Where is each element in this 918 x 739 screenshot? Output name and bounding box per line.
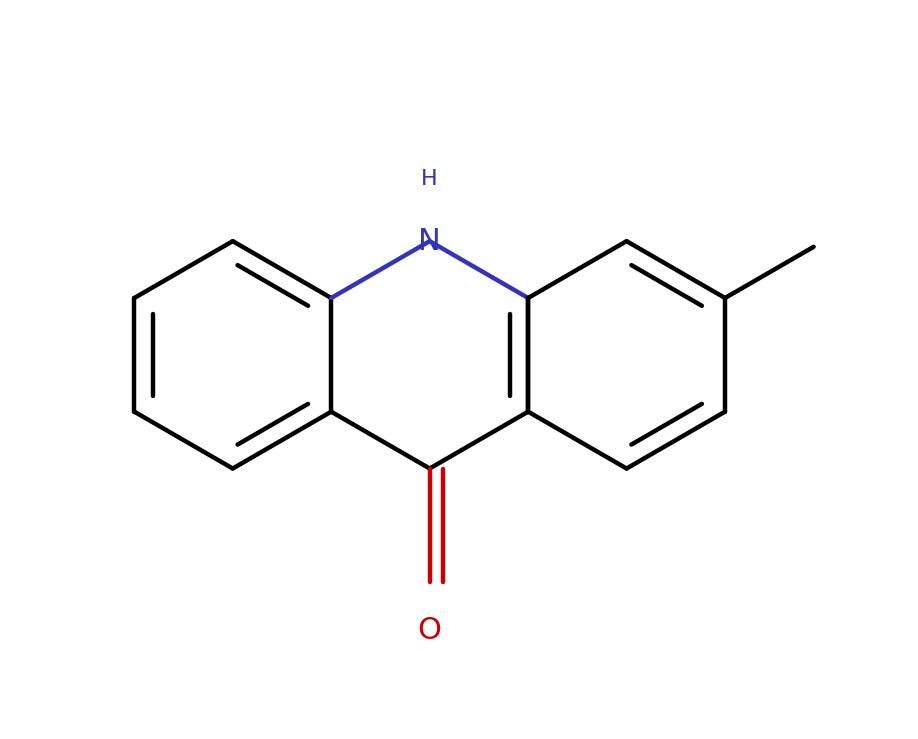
Text: H: H — [421, 168, 438, 188]
Text: N: N — [419, 227, 441, 256]
Text: O: O — [418, 616, 442, 645]
